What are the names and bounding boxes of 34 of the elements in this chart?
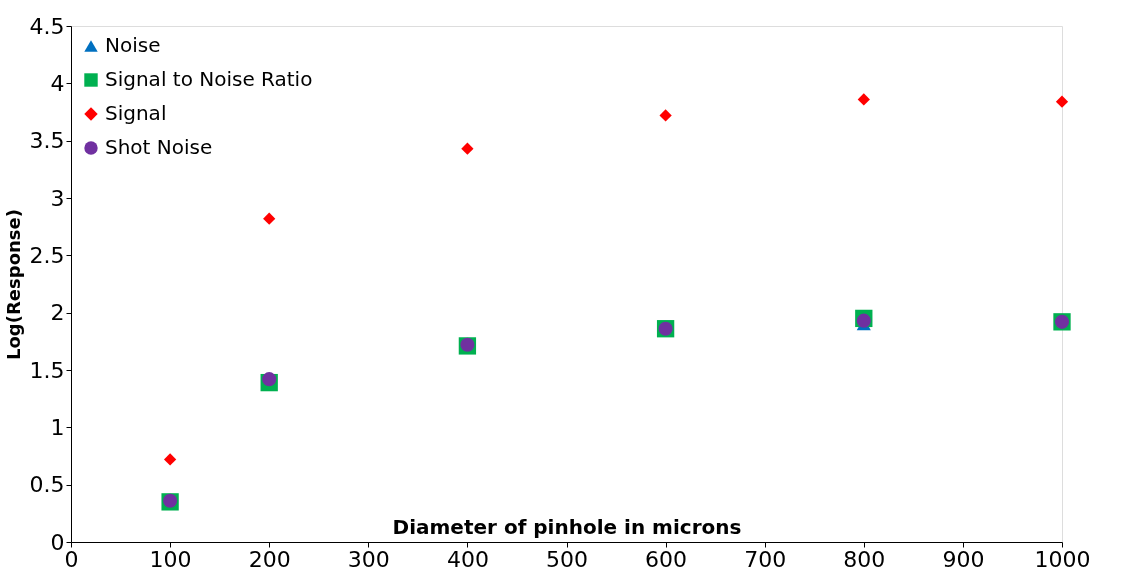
legend-label: Noise (105, 33, 161, 57)
x-tick-label: 700 (744, 546, 787, 572)
x-tick-label: 600 (645, 546, 688, 572)
point (856, 313, 871, 328)
x-axis-title: Diameter of pinhole in microns (392, 514, 742, 539)
y-tick-label: 3.5 (29, 128, 65, 154)
x-tick-label: 200 (248, 546, 291, 572)
point (659, 109, 672, 122)
y-tick-label: 3 (50, 185, 65, 211)
y-tick-label: 4.5 (29, 13, 65, 39)
point (857, 93, 870, 106)
y-tick-label: 0 (50, 529, 65, 555)
x-tick-label: 500 (546, 546, 588, 572)
x-tick-label: 800 (843, 546, 886, 572)
y-axis-title: Log(Response) (2, 209, 24, 360)
point (163, 453, 177, 466)
point (262, 372, 277, 387)
y-tick-label: 0.5 (29, 472, 65, 498)
y-tick-label: 4 (50, 70, 65, 96)
point (263, 212, 276, 225)
x-tick-label: 100 (149, 546, 192, 572)
y-tick-label: 1.5 (29, 357, 65, 383)
legend-label: Shot Noise (105, 135, 213, 159)
x-tick-label: 1000 (1034, 546, 1091, 572)
y-tick-label: 2.5 (29, 242, 65, 268)
x-tick-label: 300 (347, 546, 390, 572)
legend-label: Signal (105, 101, 167, 125)
x-tick-label: 400 (446, 546, 489, 572)
y-tick-label: 2 (50, 300, 65, 326)
x-tick-label: 900 (942, 546, 985, 572)
y-tick-label: 1 (50, 414, 65, 440)
point (1055, 95, 1069, 108)
legend-label: Signal to Noise Ratio (105, 67, 313, 91)
point (461, 142, 474, 155)
